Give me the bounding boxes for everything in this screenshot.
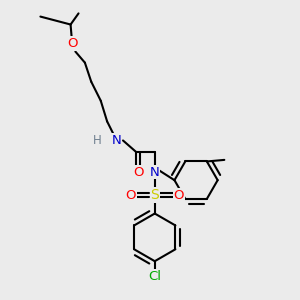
Text: N: N: [112, 134, 122, 147]
Text: H: H: [93, 134, 102, 147]
Text: Cl: Cl: [148, 270, 161, 283]
Text: N: N: [150, 166, 160, 179]
Text: S: S: [150, 188, 159, 202]
Text: O: O: [134, 166, 144, 179]
Text: O: O: [173, 189, 184, 202]
Text: O: O: [126, 189, 136, 202]
Text: O: O: [67, 37, 77, 50]
